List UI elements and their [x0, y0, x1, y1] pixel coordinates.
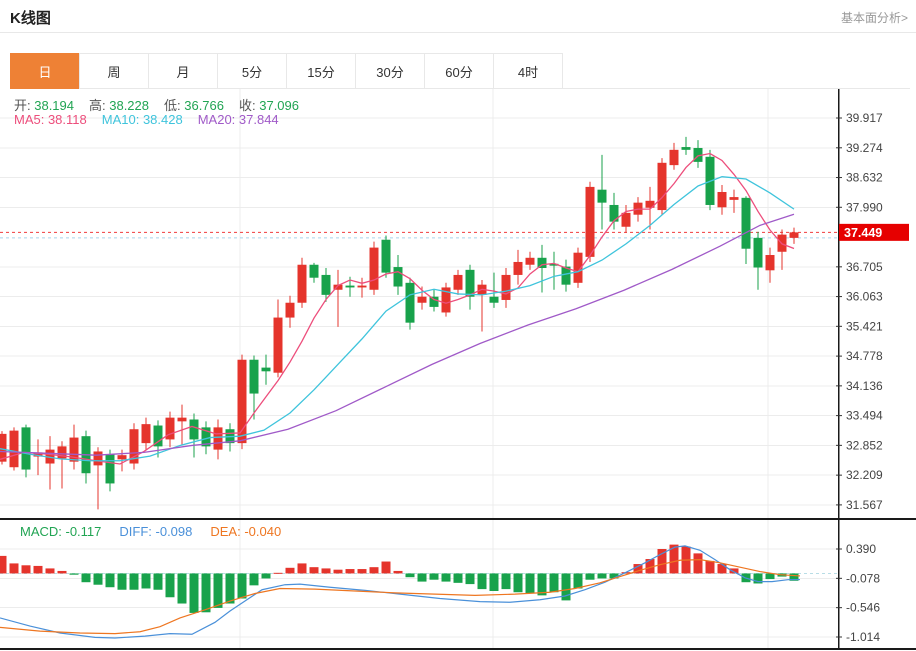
ohlc-item: 收: 37.096	[239, 98, 299, 113]
svg-text:-1.014: -1.014	[846, 630, 880, 644]
svg-text:34.778: 34.778	[846, 349, 883, 363]
svg-text:32.852: 32.852	[846, 438, 883, 452]
svg-text:-0.078: -0.078	[846, 571, 880, 585]
svg-text:36.705: 36.705	[846, 260, 883, 274]
svg-text:31.567: 31.567	[846, 498, 883, 512]
tabbar-filler	[563, 53, 910, 89]
tab-30分[interactable]: 30分	[355, 53, 425, 89]
macd-readout: MACD: -0.117 DIFF: -0.098 DEA: -0.040	[20, 524, 281, 539]
svg-text:34.136: 34.136	[846, 379, 883, 393]
svg-text:39.917: 39.917	[846, 111, 883, 125]
ma-item: MA20: 37.844	[197, 112, 279, 127]
macd-item: DEA: -0.040	[210, 524, 282, 539]
svg-text:37.449: 37.449	[844, 226, 882, 240]
ma-readout: MA5: 38.118 MA10: 38.428 MA20: 37.844	[14, 112, 279, 127]
svg-text:36.063: 36.063	[846, 290, 883, 304]
svg-text:33.494: 33.494	[846, 409, 883, 423]
page-title: K线图	[10, 10, 51, 27]
ma-item: MA10: 38.428	[101, 112, 183, 127]
tab-日[interactable]: 日	[10, 53, 80, 89]
tab-15分[interactable]: 15分	[286, 53, 356, 89]
ohlc-item: 开: 38.194	[14, 98, 74, 113]
svg-text:-0.546: -0.546	[846, 601, 880, 615]
macd-item: MACD: -0.117	[20, 524, 102, 539]
macd-item: DIFF: -0.098	[119, 524, 193, 539]
svg-text:37.990: 37.990	[846, 200, 883, 214]
ohlc-item: 低: 36.766	[164, 98, 224, 113]
ma-item: MA5: 38.118	[14, 112, 87, 127]
svg-text:35.421: 35.421	[846, 319, 883, 333]
tab-60分[interactable]: 60分	[424, 53, 494, 89]
tab-月[interactable]: 月	[148, 53, 218, 89]
tab-4时[interactable]: 4时	[493, 53, 563, 89]
svg-text:39.274: 39.274	[846, 141, 883, 155]
svg-text:0.390: 0.390	[846, 542, 876, 556]
tab-周[interactable]: 周	[79, 53, 149, 89]
ohlc-item: 高: 38.228	[89, 98, 149, 113]
tab-5分[interactable]: 5分	[217, 53, 287, 89]
ohlc-readout: 开: 38.194 高: 38.228 低: 36.766 收: 37.096	[14, 95, 299, 114]
interval-tabbar: 日周月 5分 15分 30分 60分 4时	[10, 53, 910, 89]
svg-text:38.632: 38.632	[846, 171, 883, 185]
title-divider	[0, 32, 916, 33]
svg-text:32.209: 32.209	[846, 468, 883, 482]
fundamental-analysis-link[interactable]: 基本面分析>	[840, 11, 908, 25]
